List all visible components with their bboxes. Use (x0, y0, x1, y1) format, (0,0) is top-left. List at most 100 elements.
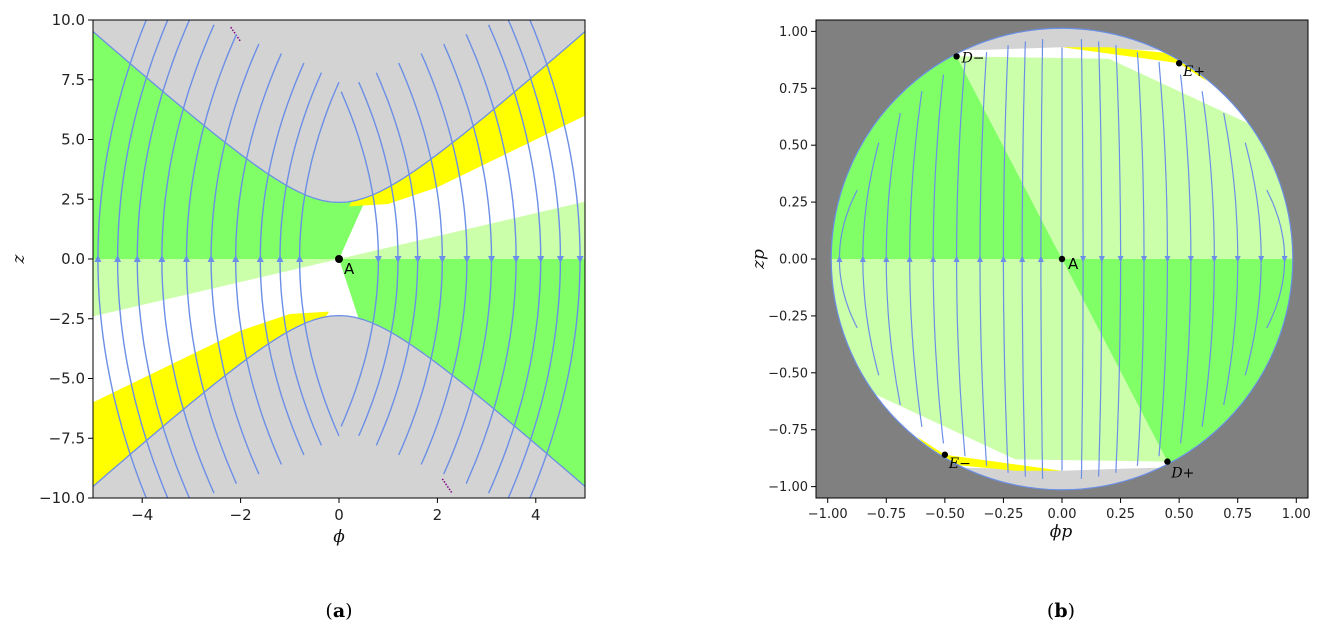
panel-a-point-A (335, 255, 343, 263)
panel-a-streamline-left-6-arrow (232, 255, 240, 262)
panel-b-lightgreen-upper (956, 56, 1293, 259)
panel-a-ytick-label: −5.0 (49, 370, 85, 388)
panel-a-streamline-right-3-arrow (438, 256, 446, 263)
panel-b-xtick-label: −0.75 (866, 507, 906, 522)
panel-b-ytick-label: −0.25 (768, 309, 808, 324)
panel-b-xtick-label: −0.50 (925, 507, 965, 522)
panel-a-xtick-label: −4 (131, 506, 153, 524)
panel-b-point-label-D+: D+ (1170, 466, 1194, 482)
panel-a-streamline-right-4-arrow (463, 256, 471, 263)
panel-b-xlabel: ϕp (1050, 522, 1073, 542)
panel-b-streamline-arrow-5 (953, 255, 960, 262)
panel-a-streamline-left-2-arrow (133, 255, 141, 262)
panel-a-ytick-label: 5.0 (61, 131, 85, 149)
panel-b-caption: (b) (1047, 600, 1075, 622)
panel-a-streamline-left-7-arrow (256, 255, 264, 262)
panel-b-ytick-label: −0.50 (768, 366, 808, 381)
panel-b-xtick-label: 0.00 (1048, 507, 1077, 522)
panel-a-forbidden-bottom (93, 315, 585, 498)
panel-a-streamline-left-1-arrow (114, 255, 122, 262)
panel-a-xtick-label: −2 (230, 506, 252, 524)
panel-b-lightgreen-lower (831, 259, 1168, 462)
panel-a-xtick-label: 4 (531, 506, 541, 524)
panel-b-disk (831, 28, 1293, 490)
panel-a-streamline-left-4-arrow (182, 255, 190, 262)
panel-b-streamline-arrow-11 (1098, 256, 1105, 263)
panel-b-xtick-label: 0.50 (1165, 507, 1194, 522)
panel-a-streamline-right-9-arrow (576, 256, 584, 263)
panel-a-ylabel: z (9, 253, 29, 264)
panel-a-forbidden-top (93, 20, 585, 203)
panel-a-streamline-right-1-arrow (394, 256, 402, 263)
panel-b-disk-outline (830, 27, 1294, 491)
panel-a-boundary-top (93, 31, 585, 204)
panel-b-label: b (1054, 600, 1067, 622)
panel-a-ytick-label: −2.5 (49, 310, 85, 328)
panel-a-boundary-bottom (93, 314, 585, 487)
panel-b-ticks: −1.00 −0.75 −0.50 −0.25 0.00 0.25 0.50 0.75 1.00… (768, 25, 1311, 522)
panel-b-streamline-arrow-7 (1000, 255, 1007, 262)
panel-a-xtick-label: 0 (334, 506, 344, 524)
panel-b-ytick-label: 1.00 (779, 25, 808, 40)
panel-b-xtick-label: 1.00 (1282, 507, 1311, 522)
panel-a-ytick-label: −10.0 (39, 489, 85, 507)
panel-b-ytick-label: −0.75 (768, 423, 808, 438)
panel-a-label: a (333, 600, 345, 622)
panel-b-streamline-arrow-6 (977, 255, 983, 262)
panel-b-streamline-arrow-2 (883, 255, 890, 262)
panel-a-streamline-left-5-arrow (207, 255, 215, 262)
panel-b-ytick-label: 0.50 (779, 139, 808, 154)
panel-a-streamline-right-5-arrow (488, 256, 496, 263)
panel-b-xtick-label: 0.75 (1223, 507, 1252, 522)
panel-b-streamline-arrow-9 (1037, 255, 1044, 262)
panel-b-streamline-arrow-1 (859, 255, 866, 262)
panel-a-xlabel: ϕ (333, 527, 345, 547)
panel-a-streamline-right-0-arrow (374, 256, 382, 263)
panel-a-ytick-label: 0.0 (61, 250, 85, 268)
panel-a-streamline-right-7-arrow (537, 256, 545, 263)
panel-b-plot-area (816, 20, 1308, 498)
panel-a-streamline-right-2-arrow (414, 256, 422, 263)
panel-a-ytick-label: 2.5 (61, 190, 85, 208)
panel-b-point-label-A: A (1068, 255, 1079, 273)
panel-a-streamline-left-8-arrow (276, 255, 284, 262)
panel-b-streamline-arrow-12 (1117, 256, 1124, 263)
panel-a-xtick-label: 2 (433, 506, 443, 524)
panel-b-ytick-label: 0.00 (779, 253, 808, 268)
panel-b-xtick-label: −0.25 (984, 507, 1024, 522)
panel-b-point-label-E−: E− (948, 456, 971, 472)
panel-b-xtick-label: 0.25 (1106, 507, 1135, 522)
panel-a-streamline-right-6-arrow (512, 256, 520, 263)
panel-b-streamline-arrow-4 (930, 255, 937, 262)
panel-a-streamline-left-0-arrow (94, 255, 102, 262)
panel-b-point-E+ (1175, 60, 1183, 67)
panel-a-green-neck (309, 192, 364, 259)
panel-a-streamline-right-8-arrow (556, 256, 564, 263)
panel-a-plot-area (93, 20, 585, 498)
panel-b-streamline-arrow-10 (1080, 256, 1087, 263)
panel-b-point-label-D−: D− (961, 50, 985, 66)
panel-b-streamline-arrow-16 (1211, 256, 1218, 263)
panel-b-streamline-arrow-17 (1234, 256, 1241, 263)
panel-b-point-D− (953, 53, 960, 60)
panel-b-streamline-arrow-19 (1281, 256, 1288, 263)
panel-a-ticks: −4 −2 0 2 4 −10.0 −7.5 −5.0 −2.5 0.0 2.5 5.0 7.5 10.0 (39, 11, 541, 524)
panel-b-xtick-label: −1.00 (808, 507, 848, 522)
panel-a-caption: (a) (325, 600, 352, 622)
panel-b-point-A (1058, 255, 1066, 263)
panel-b-ytick-label: 0.75 (779, 82, 808, 97)
panel-b-streamline-arrow-0 (836, 255, 843, 262)
panel-a-lightgreen-right (339, 201, 585, 259)
panel-b-ytick-label: 0.25 (779, 196, 808, 211)
panel-a-ytick-label: 7.5 (61, 71, 85, 89)
panel-a-lightgreen-left (93, 259, 339, 317)
panel-b-point-D+ (1164, 458, 1171, 465)
panel-b-streamline-arrow-18 (1258, 256, 1265, 263)
panel-b-ytick-label: −1.00 (768, 480, 808, 495)
panel-b-streamline-arrow-13 (1141, 256, 1147, 263)
panel-a-ytick-label: −7.5 (49, 429, 85, 447)
panel-b-streamline-arrow-15 (1187, 256, 1194, 263)
panel-b-streamline-arrow-3 (906, 255, 913, 262)
panel-a-point-label-A: A (344, 260, 355, 278)
